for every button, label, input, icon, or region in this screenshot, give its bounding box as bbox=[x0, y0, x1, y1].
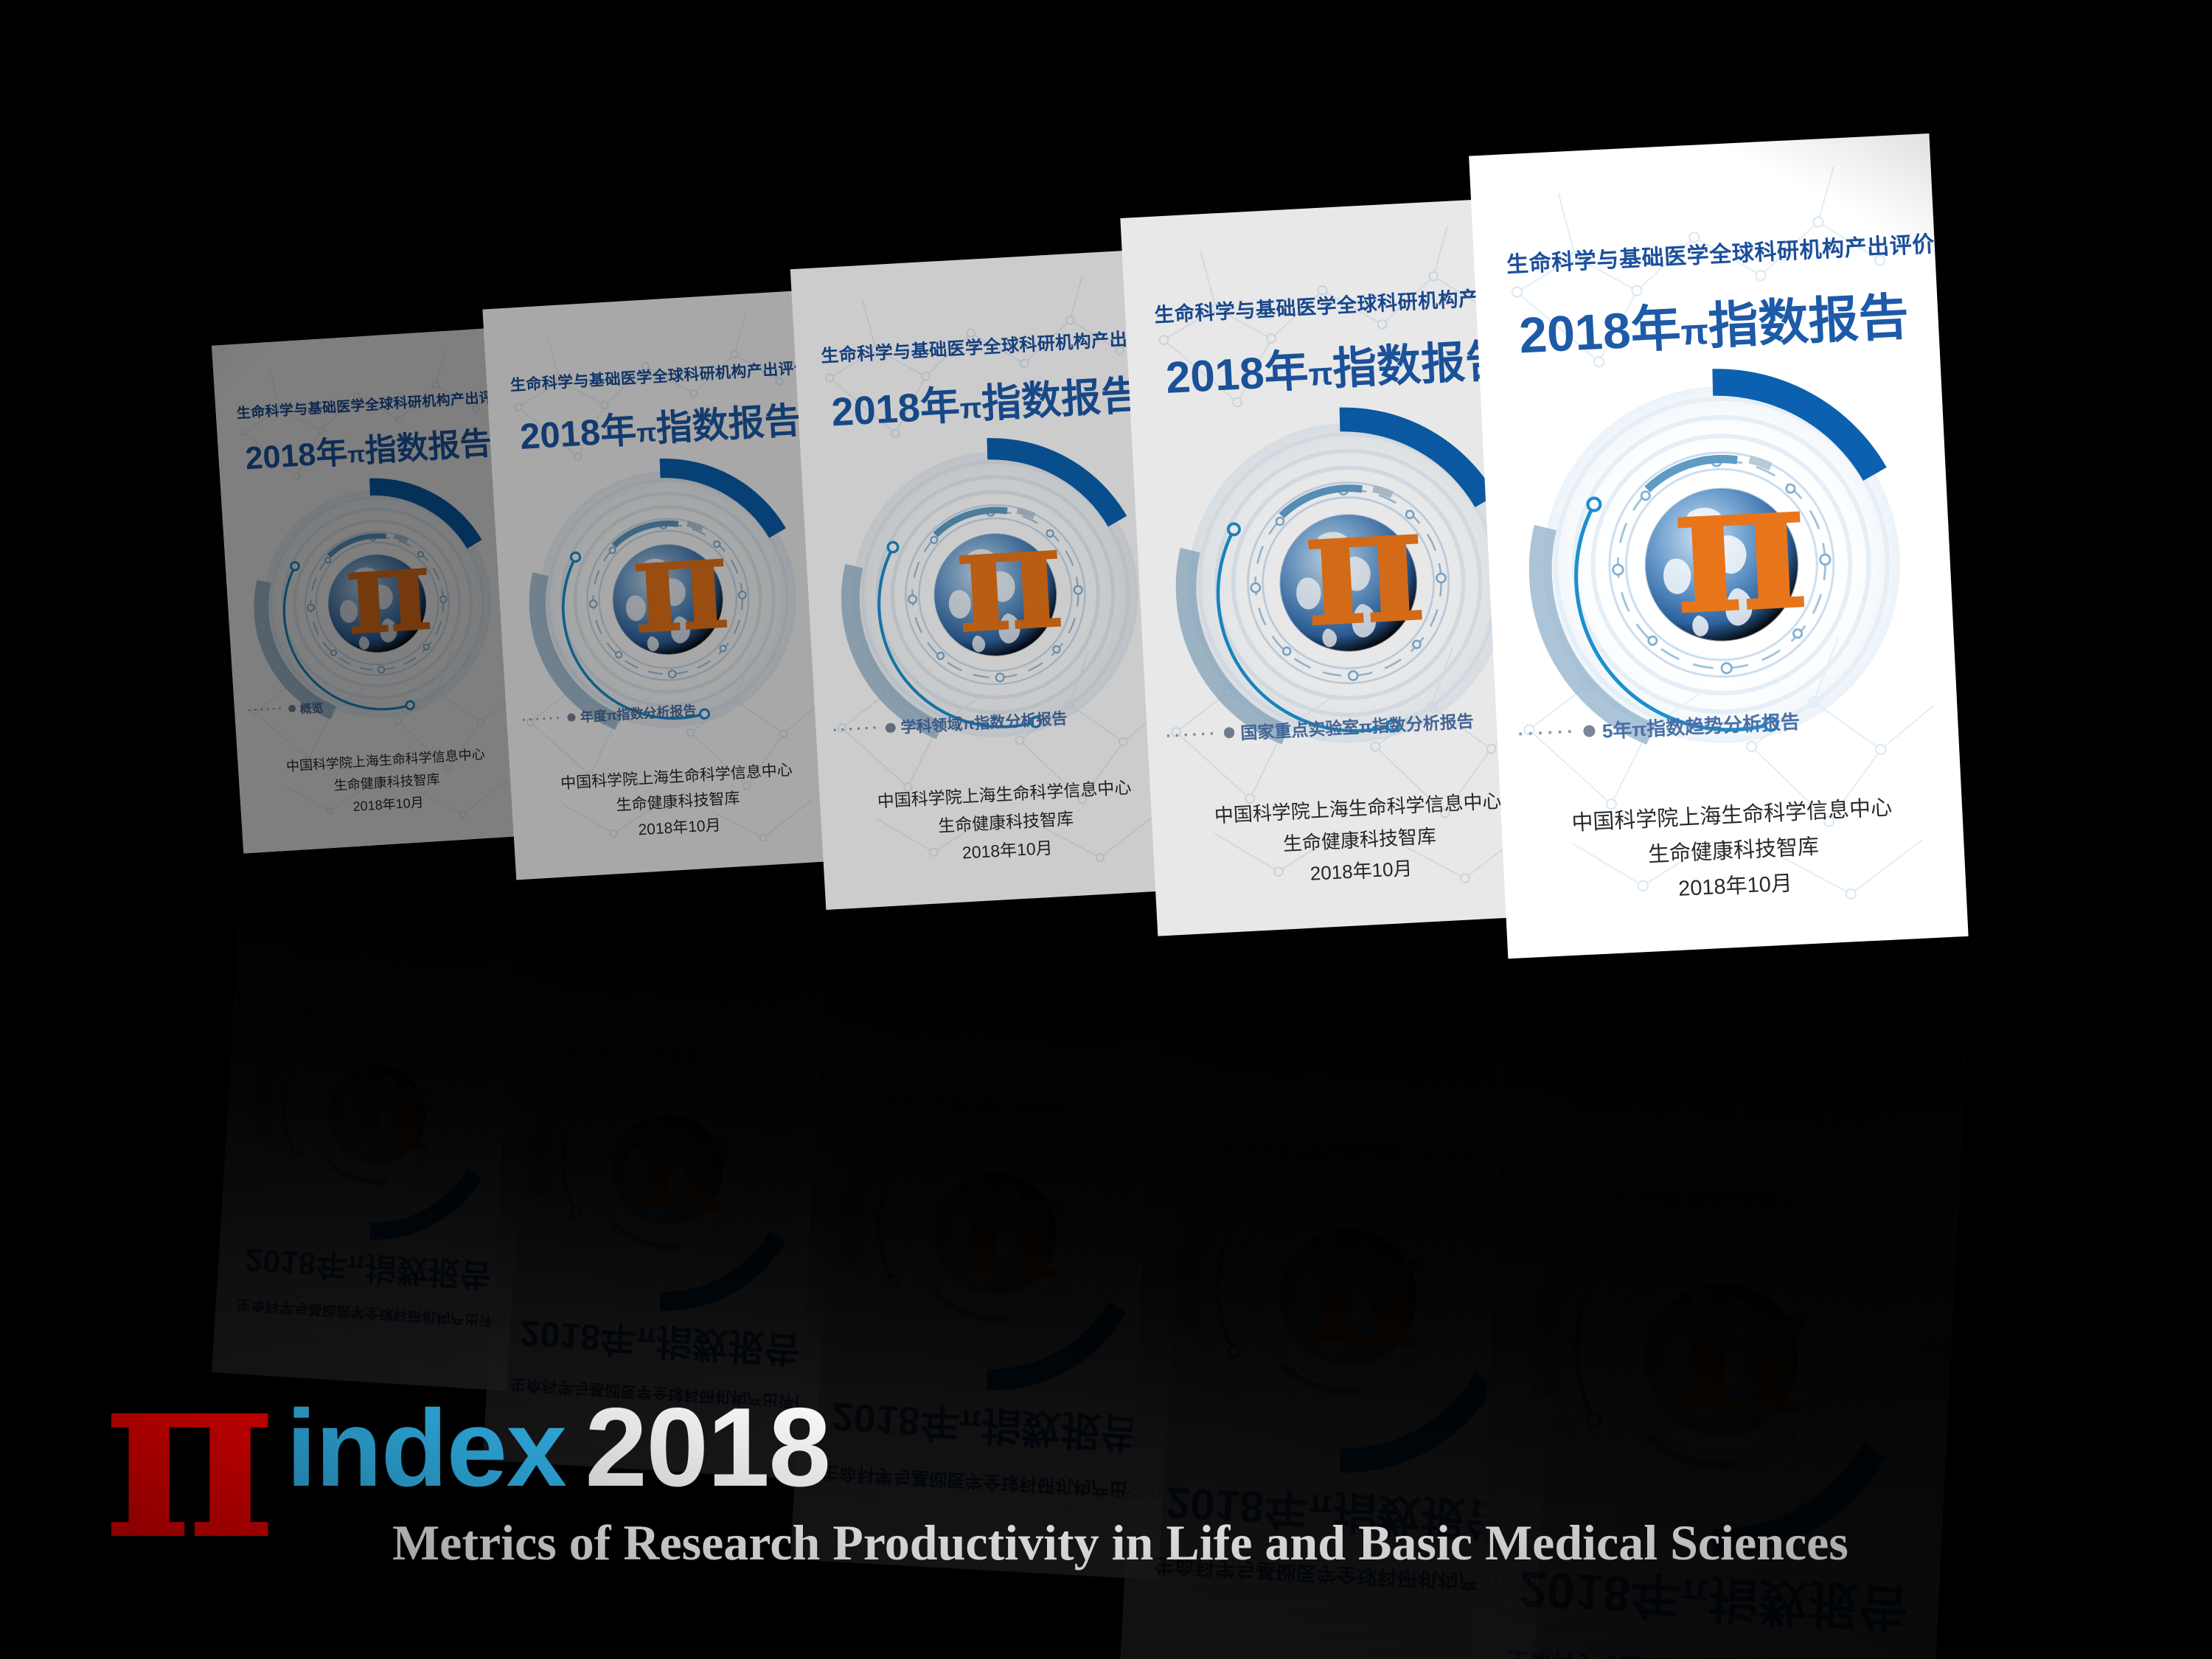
leader-dots: ······ bbox=[1517, 720, 1578, 745]
pi-graphic-glyph: π bbox=[950, 1161, 1068, 1340]
bullet-dot-icon bbox=[288, 705, 296, 713]
bullet-dot-icon bbox=[1223, 727, 1235, 739]
brand-lockup: π index 2018 Metrics of Research Product… bbox=[103, 1335, 1848, 1572]
cover-footer: 中国科学院上海生命科学信息中心 生命健康科技智库 2018年10月 bbox=[1501, 787, 1966, 916]
pi-logo-glyph: π bbox=[103, 1315, 276, 1592]
pi-graphic-glyph: π bbox=[341, 1056, 437, 1200]
leader-dots: ······ bbox=[1165, 723, 1219, 745]
brand-tagline: Metrics of Research Productivity in Life… bbox=[392, 1514, 1848, 1571]
leader-dots: ······ bbox=[247, 1000, 285, 1015]
bullet-dot-icon bbox=[567, 713, 576, 722]
leader-dots: ······ bbox=[832, 1089, 881, 1110]
leader-dots: ······ bbox=[521, 1042, 563, 1060]
bullet-dot-icon bbox=[885, 1096, 896, 1106]
bullet-dot-icon bbox=[1223, 1141, 1235, 1153]
pi-graphic-glyph: π bbox=[341, 518, 437, 662]
report-cover-reflection-1: 生命科学与基础医学全球科研机构产出评价 2018年π指数报告 bbox=[212, 864, 538, 1391]
leader-dots: ······ bbox=[832, 719, 881, 740]
leader-dots: ······ bbox=[1517, 1179, 1578, 1205]
bullet-dot-icon bbox=[1583, 724, 1596, 737]
cover-section-text: 概览 bbox=[299, 702, 324, 717]
report-cover-2[interactable]: 生命科学与基础医学全球科研机构产出评价 2018年π指数报告 bbox=[482, 290, 848, 880]
report-cover-face: 生命科学与基础医学全球科研机构产出评价 2018年π指数报告 bbox=[1469, 133, 1969, 959]
leader-dots: ······ bbox=[521, 710, 563, 728]
pi-graphic-glyph: π bbox=[1298, 465, 1430, 665]
brand-year: 2018 bbox=[585, 1385, 831, 1510]
bullet-dot-icon bbox=[1583, 1187, 1596, 1200]
brand-lockup-row: π index 2018 bbox=[103, 1335, 1848, 1572]
report-cover-5[interactable]: 生命科学与基础医学全球科研机构产出评价 2018年π指数报告 bbox=[1469, 133, 1969, 959]
cover-section-text: 概览 bbox=[299, 1001, 324, 1016]
pi-graphic-glyph: π bbox=[627, 504, 734, 665]
brand-wordmark: index 2018 bbox=[286, 1383, 831, 1533]
leader-dots: ······ bbox=[247, 703, 285, 718]
pi-graphic-glyph: π bbox=[950, 488, 1068, 668]
bullet-dot-icon bbox=[885, 723, 896, 733]
brand-index-word: index bbox=[286, 1388, 567, 1509]
bullet-dot-icon bbox=[288, 1005, 296, 1013]
pi-graphic-glyph: π bbox=[627, 1105, 734, 1266]
leader-dots: ······ bbox=[1165, 1135, 1219, 1158]
pi-graphic-glyph: π bbox=[1667, 433, 1813, 657]
cover-footer: 中国科学院上海生命科学信息中心 生命健康科技智库 2018年10月 bbox=[1501, 1009, 1966, 1137]
report-cover-face: 生命科学与基础医学全球科研机构产出评价 2018年π指数报告 bbox=[482, 290, 848, 880]
bullet-dot-icon bbox=[567, 1048, 576, 1057]
